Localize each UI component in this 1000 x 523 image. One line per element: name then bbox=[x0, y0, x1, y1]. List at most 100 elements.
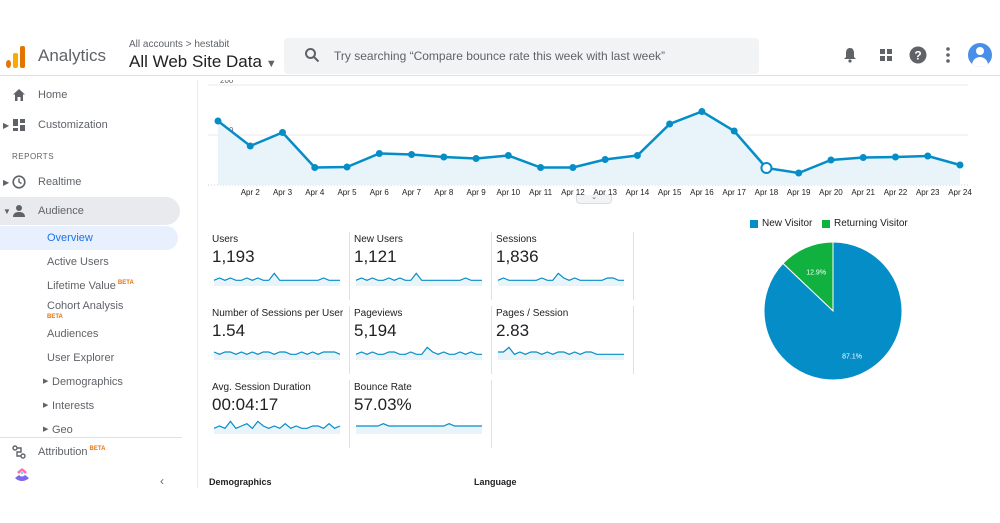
metric-label: Pages / Session bbox=[496, 308, 569, 319]
expand-arrow-icon[interactable]: ▶ bbox=[3, 120, 10, 130]
more-vert-icon[interactable] bbox=[938, 45, 958, 65]
x-tick-label: Apr 20 bbox=[819, 188, 843, 197]
sparkline-fill bbox=[356, 347, 482, 360]
sparkline-fill bbox=[214, 273, 340, 286]
metric-pages-per-session[interactable]: Pages / Session 2.83 bbox=[492, 306, 634, 374]
sidebar-item-cohort-analysis[interactable]: Cohort Analysis BETA bbox=[0, 294, 178, 324]
x-tick-label: Apr 21 bbox=[851, 188, 875, 197]
x-tick-label: Apr 22 bbox=[884, 188, 908, 197]
expand-arrow-icon[interactable]: ▶ bbox=[43, 378, 49, 385]
metric-value: 1,836 bbox=[496, 247, 539, 266]
x-tick-label: Apr 12 bbox=[561, 188, 585, 197]
data-point bbox=[279, 129, 287, 136]
sidebar-item-interests[interactable]: ▶ Interests bbox=[0, 394, 178, 418]
sidebar-item-user-explorer[interactable]: User Explorer bbox=[0, 346, 178, 370]
sidebar-item-label: Geo bbox=[52, 424, 73, 436]
product-name[interactable]: Analytics bbox=[38, 46, 107, 65]
chart-resize-handle[interactable]: ⌄ bbox=[576, 194, 612, 204]
expand-arrow-icon[interactable]: ▶ bbox=[43, 402, 49, 409]
person-icon bbox=[13, 205, 25, 217]
sidebar-item-audience[interactable]: ▼ Audience bbox=[0, 197, 180, 225]
sidebar-item-demographics[interactable]: ▶ Demographics bbox=[0, 370, 178, 394]
x-tick-label: Apr 14 bbox=[626, 188, 650, 197]
sidebar-item-home[interactable]: Home bbox=[0, 81, 180, 109]
x-tick-label: Apr 19 bbox=[787, 188, 811, 197]
data-point bbox=[601, 156, 609, 163]
apps-grid-icon[interactable] bbox=[876, 45, 896, 65]
sidebar-item-customization[interactable]: ▶ Customization bbox=[0, 111, 180, 139]
metric-bounce-rate[interactable]: Bounce Rate 57.03% bbox=[350, 380, 492, 448]
sparkline-fill bbox=[356, 273, 482, 286]
sidebar-item-geo[interactable]: ▶ Geo bbox=[0, 418, 178, 442]
data-point bbox=[633, 152, 641, 159]
x-tick-label: Apr 9 bbox=[467, 188, 487, 197]
x-tick-label: Apr 17 bbox=[722, 188, 746, 197]
legend-label: New Visitor bbox=[762, 218, 813, 229]
data-point bbox=[827, 156, 835, 164]
data-point bbox=[408, 151, 416, 158]
metric-new-users[interactable]: New Users 1,121 bbox=[350, 232, 492, 300]
data-point bbox=[537, 164, 545, 171]
sidebar-item-attribution[interactable]: Attribution BETA bbox=[0, 438, 180, 466]
data-point bbox=[440, 153, 448, 161]
pie-slice bbox=[782, 241, 834, 313]
x-tick-label: Apr 13 bbox=[593, 188, 617, 197]
analytics-logo[interactable] bbox=[6, 44, 26, 68]
metric-value: 5,194 bbox=[354, 321, 397, 340]
sidebar-item-label: Attribution bbox=[38, 446, 88, 458]
metric-label: Bounce Rate bbox=[354, 382, 412, 393]
sparkline-fill bbox=[498, 273, 624, 286]
x-tick-label: Apr 16 bbox=[690, 188, 714, 197]
sparkline-fill bbox=[498, 347, 624, 360]
avatar[interactable] bbox=[968, 43, 992, 67]
data-point bbox=[956, 161, 964, 169]
bell-icon[interactable] bbox=[840, 45, 860, 65]
metric-pageviews[interactable]: Pageviews 5,194 bbox=[350, 306, 492, 374]
sidebar-item-audiences[interactable]: Audiences bbox=[0, 322, 178, 346]
metric-label: Number of Sessions per User bbox=[212, 308, 344, 319]
metric-sessions-per-user[interactable]: Number of Sessions per User 1.54 bbox=[208, 306, 350, 374]
sparkline bbox=[213, 420, 341, 434]
metric-value: 57.03% bbox=[354, 395, 412, 414]
language-heading: Language bbox=[474, 477, 517, 487]
x-tick-label: Apr 23 bbox=[916, 188, 940, 197]
collapse-arrow-icon[interactable]: ▼ bbox=[3, 206, 11, 216]
help-icon[interactable]: ? bbox=[908, 45, 928, 65]
x-tick-label: Apr 10 bbox=[497, 188, 521, 197]
sidebar-item-active-users[interactable]: Active Users bbox=[0, 250, 178, 274]
search-icon bbox=[305, 48, 320, 63]
sparkline-line bbox=[213, 272, 340, 281]
sidebar-item-lifetime-value[interactable]: Lifetime Value BETA bbox=[0, 274, 178, 298]
sidebar: Home ▶ Customization REPORTS ▶ Realtime … bbox=[0, 80, 198, 488]
metric-value: 1,193 bbox=[212, 247, 255, 266]
expand-arrow-icon[interactable]: ▶ bbox=[43, 426, 49, 433]
sidebar-item-realtime[interactable]: ▶ Realtime bbox=[0, 168, 180, 196]
view-selector[interactable]: All Web Site Data ▼ bbox=[129, 52, 277, 72]
sparkline-line bbox=[355, 346, 482, 355]
legend-new-visitor[interactable]: New Visitor bbox=[750, 218, 812, 229]
metric-value: 1.54 bbox=[212, 321, 246, 340]
expand-arrow-icon[interactable]: ▶ bbox=[3, 177, 10, 187]
sidebar-item-label: Cohort Analysis bbox=[47, 300, 124, 312]
metric-sessions[interactable]: Sessions 1,836 bbox=[492, 232, 634, 300]
data-point bbox=[311, 164, 319, 171]
clickup-logo-icon bbox=[15, 468, 29, 481]
search-input[interactable] bbox=[334, 46, 744, 66]
metric-users[interactable]: Users 1,193 bbox=[208, 232, 350, 300]
metric-label: Avg. Session Duration bbox=[212, 382, 311, 393]
metric-value: 1,121 bbox=[354, 247, 397, 266]
metric-avg-session-duration[interactable]: Avg. Session Duration 00:04:17 bbox=[208, 380, 350, 448]
x-tick-label: Apr 18 bbox=[755, 188, 779, 197]
collapse-sidebar-icon[interactable]: ‹ bbox=[160, 474, 164, 488]
data-point bbox=[375, 150, 383, 157]
search-bar[interactable] bbox=[284, 38, 759, 74]
sparkline-line bbox=[497, 272, 624, 281]
caret-down-icon: ▼ bbox=[265, 58, 277, 70]
metric-label: Sessions bbox=[496, 234, 537, 245]
area-fill bbox=[218, 111, 960, 185]
sidebar-item-overview[interactable]: Overview bbox=[0, 226, 178, 250]
account-breadcrumb[interactable]: All accounts > hestabit bbox=[129, 39, 230, 50]
data-point bbox=[343, 163, 351, 171]
legend-returning-visitor[interactable]: Returning Visitor bbox=[822, 218, 908, 229]
